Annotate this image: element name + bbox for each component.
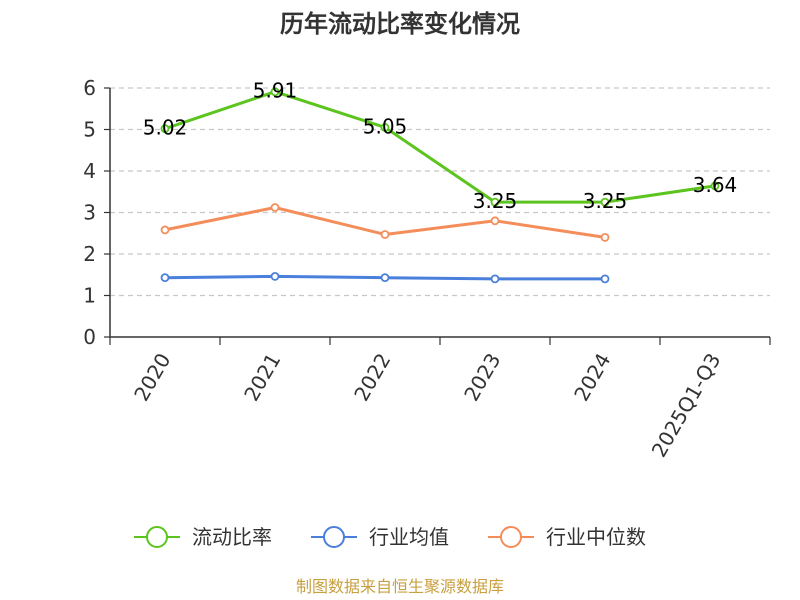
series-group (160, 87, 720, 284)
data-point (160, 273, 170, 283)
x-axis-ticks: 2020 2021 2022 2023 2024 2025Q1-Q3 (109, 337, 771, 461)
data-label: 5.02 (143, 116, 188, 140)
y-axis-ticks: 0 1 2 3 4 5 6 (83, 76, 110, 349)
data-point (270, 203, 280, 212)
legend-label: 行业均值 (369, 525, 449, 549)
data-point (160, 225, 170, 235)
legend-marker (323, 526, 345, 548)
data-label: 5.91 (253, 79, 298, 103)
data-point (380, 123, 390, 132)
data-point (710, 181, 720, 191)
legend-item: 行业中位数 (488, 525, 646, 549)
data-point (490, 197, 500, 207)
x-tick-label: 2025Q1-Q3 (647, 349, 726, 461)
x-tick-label: 2024 (569, 349, 615, 405)
data-point (270, 272, 280, 281)
x-tick-label: 2020 (129, 349, 175, 405)
legend: 流动比率 行业均值 行业中位数 (134, 525, 646, 549)
y-tick-label: 1 (83, 284, 96, 308)
data-label: 5.05 (363, 114, 408, 138)
data-point (490, 274, 500, 284)
series-line (164, 90, 716, 204)
data-point (600, 232, 610, 242)
legend-marker (146, 526, 168, 548)
legend-label: 流动比率 (192, 525, 272, 549)
y-tick-label: 2 (83, 242, 96, 266)
y-tick-label: 4 (83, 159, 96, 183)
legend-label: 行业中位数 (546, 525, 646, 549)
data-labels: 5.02 5.91 5.05 3.25 3.25 3.64 (143, 79, 738, 213)
x-tick-label: 2022 (349, 349, 395, 405)
legend-item: 流动比率 (134, 525, 272, 549)
legend-item: 行业均值 (311, 525, 449, 549)
x-tick-label: 2023 (459, 349, 505, 405)
data-point (380, 273, 390, 283)
y-tick-label: 3 (83, 201, 96, 225)
legend-marker (500, 526, 522, 548)
data-label: 3.25 (473, 189, 518, 213)
data-point (270, 87, 280, 97)
y-tick-label: 6 (83, 76, 96, 100)
data-point (380, 230, 390, 239)
y-tick-label: 0 (83, 325, 96, 349)
source-note: 制图数据来自恒生聚源数据库 (296, 577, 504, 596)
data-point (160, 124, 170, 134)
data-label: 3.25 (583, 189, 628, 213)
data-point (600, 274, 610, 284)
data-label: 3.64 (693, 173, 738, 197)
data-point (490, 216, 500, 226)
chart-title: 历年流动比率变化情况 (280, 10, 520, 38)
x-tick-label: 2021 (239, 349, 285, 405)
gridlines (110, 87, 770, 297)
y-tick-label: 5 (83, 118, 96, 142)
data-point (600, 197, 610, 207)
